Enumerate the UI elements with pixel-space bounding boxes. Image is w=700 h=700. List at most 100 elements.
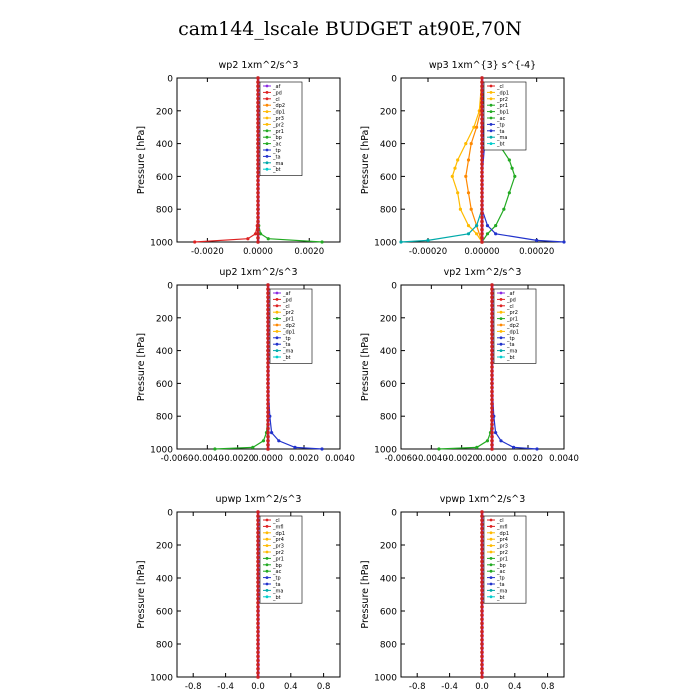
profile-marker (480, 166, 484, 170)
series-point (494, 431, 498, 435)
legend-entry: _bp (272, 135, 282, 141)
profile-marker (490, 381, 494, 386)
series-point (246, 237, 250, 241)
profile-marker (480, 137, 484, 142)
legend-marker (265, 531, 269, 535)
legend-entry: _pr1 (272, 129, 284, 135)
profile-marker (490, 320, 494, 324)
legend-entry: _ma (282, 349, 293, 355)
legend-entry: _pr4 (496, 537, 508, 543)
series-point (469, 142, 473, 146)
legend-marker (489, 84, 493, 88)
series-point (507, 158, 511, 162)
profile-marker (266, 316, 270, 320)
legend-marker (275, 323, 279, 327)
profile-marker (490, 430, 494, 435)
x-tick-label: 0.0020 (513, 454, 543, 464)
profile-marker (256, 88, 260, 93)
series-point (507, 191, 511, 195)
legend-marker (499, 342, 503, 346)
profile-marker (490, 369, 494, 373)
series-point (213, 447, 217, 451)
y-tick-label: 0 (167, 509, 173, 519)
profile-marker (480, 100, 484, 105)
y-tick-label: 0 (391, 509, 397, 519)
profile-marker (480, 638, 484, 642)
series-line-dp1 (214, 285, 269, 450)
y-tick-label: 1000 (374, 446, 397, 456)
series-line-pd (194, 78, 259, 243)
legend-marker (499, 317, 503, 320)
series-point (251, 445, 255, 449)
profile-marker (480, 658, 484, 663)
profile-marker (480, 596, 484, 601)
legend-marker (265, 544, 269, 547)
profile-marker (256, 646, 260, 650)
legend-entry: _dp1 (506, 329, 519, 335)
profile-marker (480, 129, 484, 134)
y-axis-label: Pressure [hPa] (136, 126, 147, 194)
profile-marker (266, 402, 270, 406)
profile-marker (256, 642, 260, 646)
profile-marker (256, 219, 260, 224)
y-tick-label: 600 (380, 173, 397, 183)
legend-marker (489, 550, 493, 554)
legend-entry: _tp (496, 122, 505, 128)
series-point (458, 207, 462, 211)
profile-marker (490, 316, 494, 320)
profile-marker (490, 426, 494, 431)
profile-marker (490, 348, 494, 353)
x-tick-label: -0.0020 (221, 454, 254, 464)
profile-marker (266, 377, 270, 382)
profile-marker (256, 666, 260, 671)
legend-marker (499, 304, 503, 308)
profile-marker (480, 215, 484, 220)
profile-marker (490, 439, 494, 443)
x-tick-label: -0.8 (409, 682, 426, 692)
profile-marker (256, 84, 260, 88)
profile-marker (480, 195, 484, 199)
legend-entry: _pr1 (496, 556, 508, 562)
legend-entry: _dp2 (506, 323, 519, 329)
x-tick-label: -0.4 (441, 682, 458, 692)
legend-marker (265, 161, 269, 165)
profile-marker (480, 150, 484, 154)
profile-marker (480, 182, 484, 187)
profile-marker (256, 117, 260, 121)
profile-marker (480, 141, 484, 146)
series-point (450, 174, 454, 178)
legend-marker (489, 123, 493, 126)
series-point (494, 232, 498, 236)
legend-entry: _ma (496, 135, 507, 141)
profile-marker (480, 642, 484, 646)
legend-entry: _bt (496, 595, 505, 601)
profile-marker (256, 195, 260, 199)
legend-entry: _ac (272, 142, 282, 148)
x-tick-label: 0.0000 (243, 247, 273, 257)
series-point (475, 445, 479, 449)
profile-marker (256, 609, 260, 613)
profile-marker (480, 539, 484, 543)
series-point (456, 158, 460, 162)
profile-marker (490, 303, 494, 308)
legend-marker (265, 129, 269, 133)
legend-marker (499, 310, 503, 314)
series-point (293, 445, 297, 449)
series-point (469, 207, 473, 211)
profile-marker (480, 236, 484, 240)
profile-marker (480, 580, 484, 584)
profile-marker (256, 80, 260, 84)
legend-marker (489, 589, 493, 592)
x-tick-label: -0.8 (185, 682, 202, 692)
series-point (562, 240, 566, 244)
profile-marker (256, 650, 260, 655)
legend-marker (265, 91, 269, 94)
profile-marker (480, 576, 484, 580)
series-point (513, 174, 517, 178)
profile-marker (256, 543, 260, 547)
profile-marker (256, 76, 260, 80)
profile-marker (480, 88, 484, 93)
legend-marker (499, 323, 503, 327)
profile-marker (480, 518, 484, 523)
y-tick-label: 1000 (374, 674, 397, 684)
